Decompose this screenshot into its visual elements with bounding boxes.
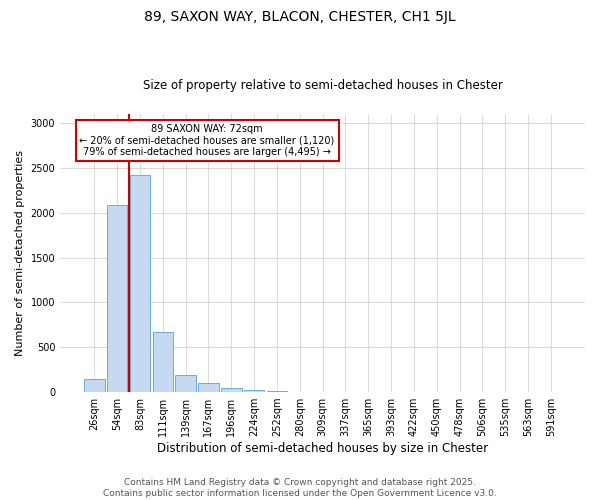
Bar — [152, 332, 173, 392]
Bar — [175, 376, 196, 392]
Bar — [130, 175, 150, 392]
Bar — [198, 383, 219, 392]
Bar — [84, 378, 104, 392]
X-axis label: Distribution of semi-detached houses by size in Chester: Distribution of semi-detached houses by … — [157, 442, 488, 455]
Text: 89 SAXON WAY: 72sqm
← 20% of semi-detached houses are smaller (1,120)
79% of sem: 89 SAXON WAY: 72sqm ← 20% of semi-detach… — [79, 124, 335, 157]
Title: Size of property relative to semi-detached houses in Chester: Size of property relative to semi-detach… — [143, 79, 503, 92]
Bar — [107, 204, 127, 392]
Bar — [244, 390, 265, 392]
Text: 89, SAXON WAY, BLACON, CHESTER, CH1 5JL: 89, SAXON WAY, BLACON, CHESTER, CH1 5JL — [144, 10, 456, 24]
Bar — [221, 388, 242, 392]
Text: Contains HM Land Registry data © Crown copyright and database right 2025.
Contai: Contains HM Land Registry data © Crown c… — [103, 478, 497, 498]
Y-axis label: Number of semi-detached properties: Number of semi-detached properties — [15, 150, 25, 356]
Bar — [266, 391, 287, 392]
